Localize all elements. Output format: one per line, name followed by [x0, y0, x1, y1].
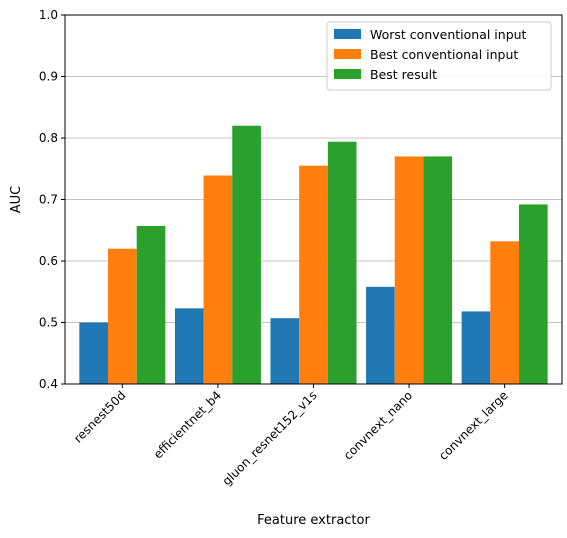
y-tick-label: 0.9	[39, 70, 58, 84]
bar-best-result	[327, 141, 357, 384]
bar-best-conventional-input	[108, 248, 137, 384]
bar-best-result	[232, 125, 261, 384]
x-tick-label: convnext_large	[436, 388, 511, 463]
legend-box	[326, 21, 552, 91]
bar-best-conventional-input	[490, 241, 519, 384]
legend-swatch	[334, 69, 361, 79]
bars	[79, 125, 548, 384]
bar-worst-conventional-input	[366, 286, 395, 384]
y-axis-ticks: 0.4 0.5 0.6 0.7 0.8 0.9 1.0	[39, 8, 65, 391]
legend-label: Best conventional input	[370, 47, 518, 62]
bar-worst-conventional-input	[270, 318, 300, 384]
x-tick-label: efficientnet_b4	[151, 388, 224, 461]
legend-label: Worst conventional input	[370, 27, 527, 42]
bar-worst-conventional-input	[79, 322, 109, 384]
legend-label: Best result	[370, 67, 437, 82]
legend-swatch	[334, 29, 361, 39]
bar-worst-conventional-input	[174, 308, 204, 384]
bar-best-conventional-input	[203, 175, 233, 384]
bar-best-result	[136, 225, 166, 384]
x-axis-label: Feature extractor	[257, 513, 370, 528]
bar-best-conventional-input	[299, 165, 328, 384]
bar-best-conventional-input	[394, 156, 424, 384]
x-tick-label: resnest50d	[71, 388, 128, 445]
legend: Worst conventional input Best conventiona…	[326, 21, 552, 91]
bar-worst-conventional-input	[461, 311, 491, 384]
bar-best-result	[518, 204, 548, 384]
y-tick-label: 0.7	[39, 193, 58, 207]
y-tick-label: 0.4	[39, 377, 58, 391]
y-tick-label: 0.5	[39, 316, 58, 330]
x-tick-label: gluon_resnet152_v1s	[220, 388, 320, 488]
y-tick-label: 0.8	[39, 131, 58, 145]
bar-best-result	[423, 156, 453, 384]
x-axis-ticks: resnest50d efficientnet_b4gluon_resnet152…	[71, 384, 511, 488]
y-axis-label: AUC	[9, 186, 24, 214]
legend-swatch	[334, 49, 361, 59]
y-tick-label: 0.6	[39, 254, 58, 268]
y-tick-label: 1.0	[39, 8, 58, 22]
x-tick-label: convnext_nano	[341, 388, 415, 462]
